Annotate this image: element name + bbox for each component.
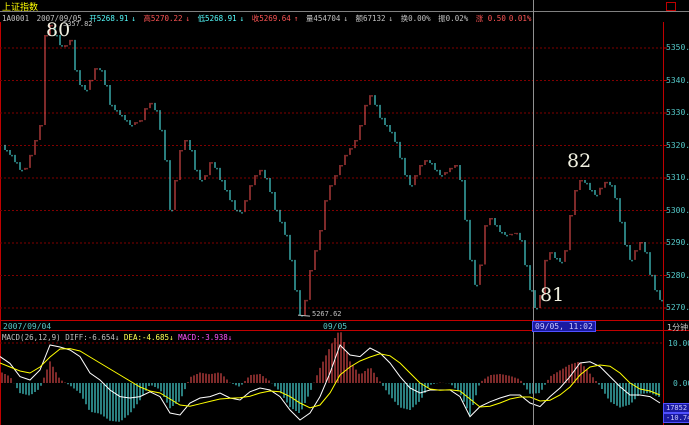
stock-code: 1A0001 [2, 14, 30, 23]
price-tick-label: 5290.0 [666, 238, 689, 247]
down-arrow-icon: ↓ [343, 14, 348, 23]
price-tick-label: 5280.0 [666, 270, 689, 280]
down-arrow-icon: ↓ [239, 14, 245, 23]
x-axis-mid-label: 09/05 [323, 322, 348, 331]
price-tick-label: 5320.0 [666, 140, 689, 150]
low-price-label: 5267.62 [312, 310, 342, 318]
close-price: 收5269.64 [251, 14, 291, 23]
title-divider [0, 11, 689, 12]
amount: 额67132 [355, 14, 386, 23]
price-tick-label: 5300.0 [666, 205, 689, 215]
turnover: 换0.00% [400, 14, 431, 23]
quote-info-bar: 1A0001 2007/09/05 开5268.91 ↓ 高5270.22 ↓ 低5… [2, 13, 534, 24]
price-tick-label: 5350.0 [666, 43, 689, 52]
macd-tick-10: 10.00 [668, 339, 689, 348]
volume: 量454704 [305, 14, 341, 23]
low-price: 低5268.91 [197, 14, 237, 23]
down-arrow-icon: ↓ [114, 333, 120, 342]
macd-tick-0: 0.00 [673, 379, 689, 388]
up-arrow-icon: ↑ [293, 14, 299, 23]
annotation-80: 80 [46, 19, 71, 41]
low-pointer [297, 314, 311, 317]
macd-header: MACD(26,12,9) DIFF:-6.654↓ DEA:-4.685↓ M… [2, 333, 232, 342]
period-selector[interactable]: 1分钟 [667, 323, 689, 332]
price-tick-label: 5340.0 [666, 75, 689, 85]
amplitude: 振0.02% [438, 14, 469, 23]
change-pct: 0.01% [508, 14, 532, 23]
macd-readout-box: -10.74 [663, 413, 689, 423]
x-axis-start-label: 2007/09/04 [3, 322, 52, 331]
window-toggle-icon[interactable] [666, 2, 676, 11]
diff-line [0, 344, 661, 421]
down-arrow-icon: ↓ [388, 14, 394, 23]
macd-value: MACD:-3.938 [178, 333, 228, 342]
index-title: 上证指数 [2, 3, 39, 13]
change: 涨 0.50 [475, 14, 506, 23]
macd-name: MACD(26,12,9) [2, 333, 61, 342]
price-tick-label: 5310.0 [666, 173, 689, 182]
high-price: 高5270.22 [143, 14, 183, 23]
price-tick-label: 5330.0 [666, 108, 689, 117]
down-arrow-icon: ↓ [169, 333, 174, 342]
quote-date: 2007/09/05 [36, 14, 82, 23]
down-arrow-icon: ↓ [185, 14, 191, 23]
price-tick-label: 5270.0 [666, 303, 689, 312]
down-arrow-icon: ↓ [131, 14, 136, 23]
annotation-82: 82 [567, 150, 592, 172]
cursor-time-label: 09/05, 11:02 [532, 321, 596, 332]
open-price: 开5268.91 [89, 14, 129, 23]
macd-dea: DEA:-4.685 [123, 333, 170, 342]
macd-diff: DIFF:-6.654 [65, 333, 115, 342]
dea-line [0, 348, 661, 409]
down-arrow-icon: ↓ [227, 333, 233, 342]
volume-readout-box: 17852 [663, 403, 689, 413]
high-price-label: 5357.82 [63, 20, 93, 28]
annotation-81: 81 [540, 284, 565, 306]
